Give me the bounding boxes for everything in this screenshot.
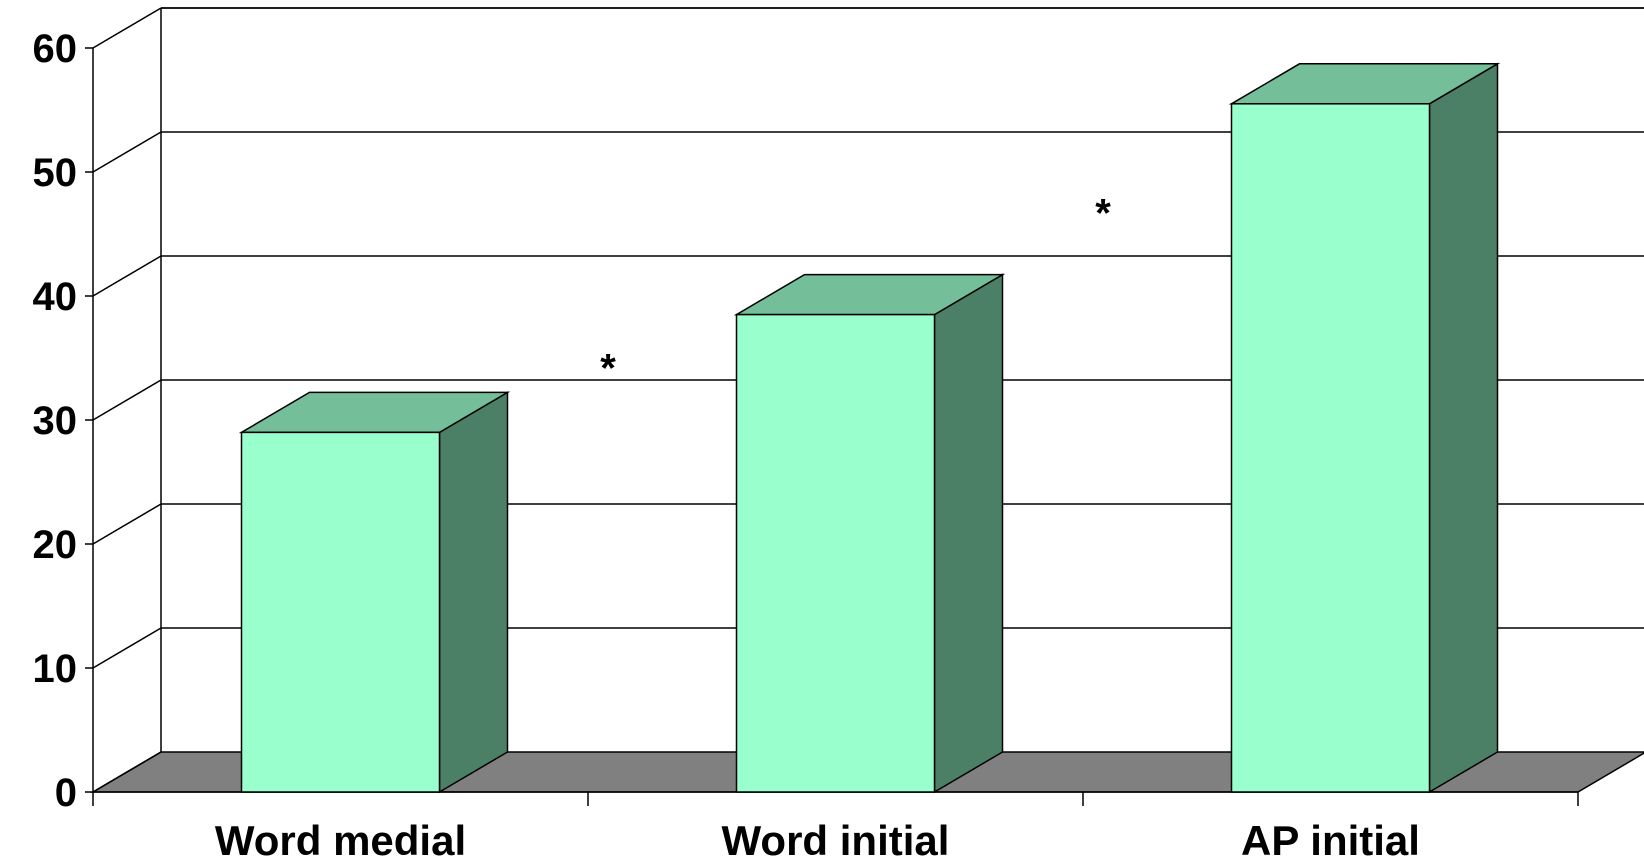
y-tick-label-2: 20	[33, 523, 78, 567]
wall-diagonal-5	[92, 131, 162, 173]
y-tick-labels: 0 10 20 30 40 50 60	[33, 27, 78, 815]
y-tick-label-1: 10	[33, 647, 78, 691]
bar-front-1	[240, 431, 441, 793]
bar-front-2	[735, 313, 936, 793]
x-tick-label-3: AP initial	[1241, 817, 1420, 859]
wall-diagonal-0	[92, 751, 162, 793]
bar-1	[238, 391, 511, 794]
y-tick-label-5: 50	[33, 151, 78, 195]
significance-asterisk-2: *	[1095, 191, 1111, 235]
y-tick-label-4: 40	[33, 275, 78, 319]
y-tick-label-6: 60	[33, 27, 78, 71]
bar-front-3	[1230, 103, 1431, 793]
x-tick-labels: Word medial Word initial AP initial	[215, 817, 1420, 859]
bar-side-1	[438, 391, 509, 794]
bar-side-2	[933, 273, 1004, 794]
y-tick-label-0: 0	[55, 771, 77, 815]
bars	[238, 62, 1501, 794]
significance-asterisk-1: *	[600, 346, 616, 390]
bar-3	[1228, 62, 1501, 794]
bar-2	[733, 273, 1006, 794]
wall-diagonal-2	[92, 503, 162, 545]
wall-diagonal-1	[92, 627, 162, 669]
x-tick-label-1: Word medial	[215, 817, 466, 859]
wall-diagonal-4	[92, 255, 162, 297]
annotations: **	[600, 191, 1111, 390]
y-tick-label-3: 30	[33, 399, 78, 443]
wall-diagonal-6	[92, 7, 162, 49]
x-tick-label-2: Word initial	[722, 817, 950, 859]
wall-diagonal-3	[92, 379, 162, 421]
bar-side-3	[1428, 62, 1499, 794]
